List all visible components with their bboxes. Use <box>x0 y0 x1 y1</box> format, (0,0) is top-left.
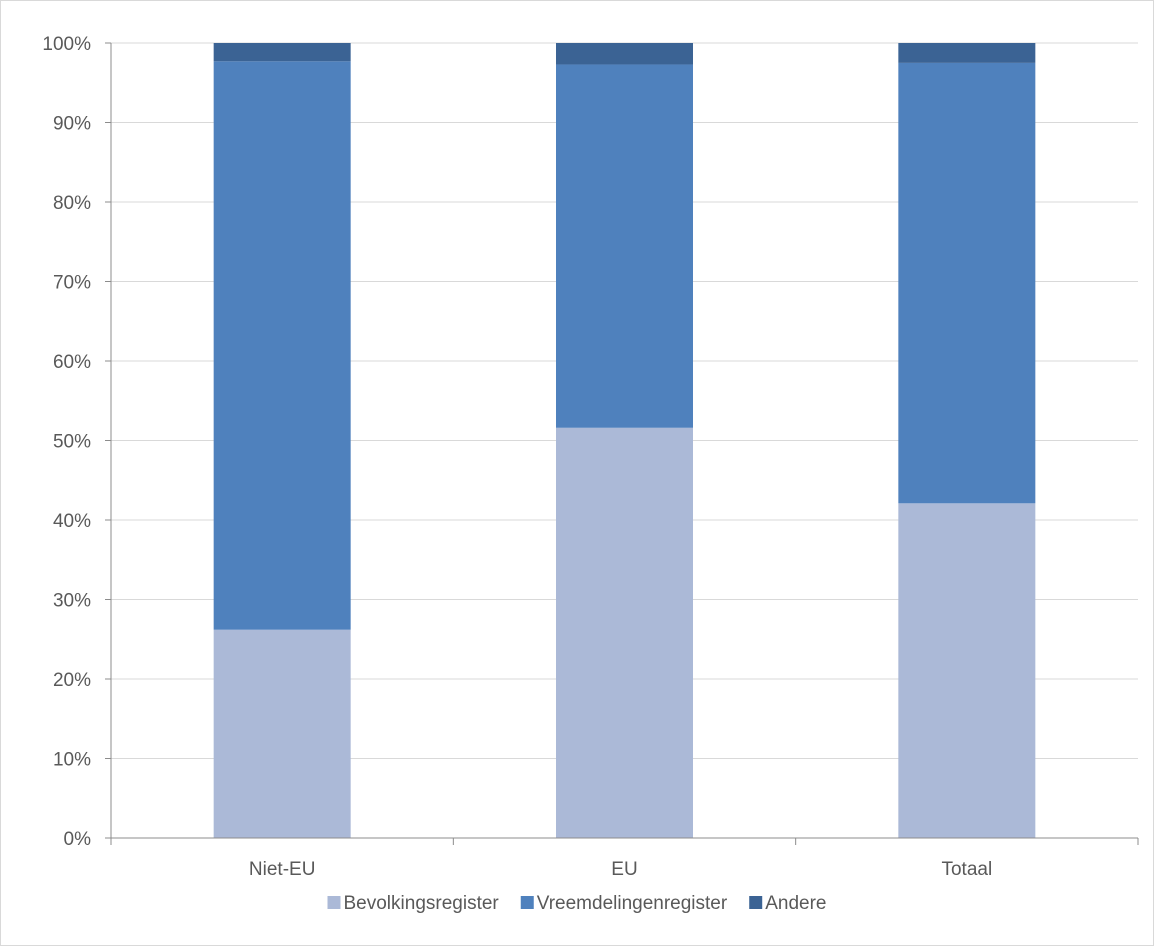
y-tick-label: 80% <box>53 193 91 214</box>
y-tick-label: 70% <box>53 273 91 294</box>
legend-swatch <box>749 896 763 909</box>
y-tick-label: 0% <box>64 829 92 850</box>
legend-label: Vreemdelingenregister <box>537 893 728 914</box>
y-tick-labels: 0% 10% 20% 30% 40% 50% 60% 70% 80% 90% 100% <box>42 34 91 850</box>
bar-segment-vreemdelingenregister-totaal <box>898 62 1036 504</box>
x-category-label: Totaal <box>941 859 992 880</box>
bars <box>213 43 1036 838</box>
legend-label: Bevolkingsregister <box>344 893 500 914</box>
y-tick-label: 10% <box>53 750 91 771</box>
bar-segment-andere-niet-eu <box>213 43 351 62</box>
legend: Bevolkingsregister Vreemdelingenregister A… <box>327 893 827 914</box>
x-category-label: Niet-EU <box>249 859 316 880</box>
x-category-label: EU <box>611 859 637 880</box>
bar-segment-bevolkingsregister-totaal <box>898 503 1036 838</box>
legend-swatch <box>327 896 341 909</box>
y-tick-label: 100% <box>42 34 91 55</box>
y-tick-label: 30% <box>53 591 91 612</box>
y-tick-label: 50% <box>53 432 91 453</box>
legend-swatch <box>520 896 534 909</box>
y-tick-label: 40% <box>53 511 91 532</box>
bar-segment-bevolkingsregister-niet-eu <box>213 629 351 838</box>
bar-segment-bevolkingsregister-eu <box>556 427 693 838</box>
legend-label: Andere <box>765 893 826 914</box>
bar-segment-andere-totaal <box>898 43 1036 63</box>
y-tick-label: 90% <box>53 114 91 135</box>
bar-segment-vreemdelingenregister-eu <box>556 64 693 428</box>
y-tick-label: 60% <box>53 352 91 373</box>
x-category-labels: Niet-EU EU Totaal <box>249 859 992 880</box>
axes <box>105 42 1139 845</box>
bar-segment-vreemdelingenregister-niet-eu <box>213 61 351 630</box>
y-tick-label: 20% <box>53 670 91 691</box>
bar-segment-andere-eu <box>556 43 693 65</box>
